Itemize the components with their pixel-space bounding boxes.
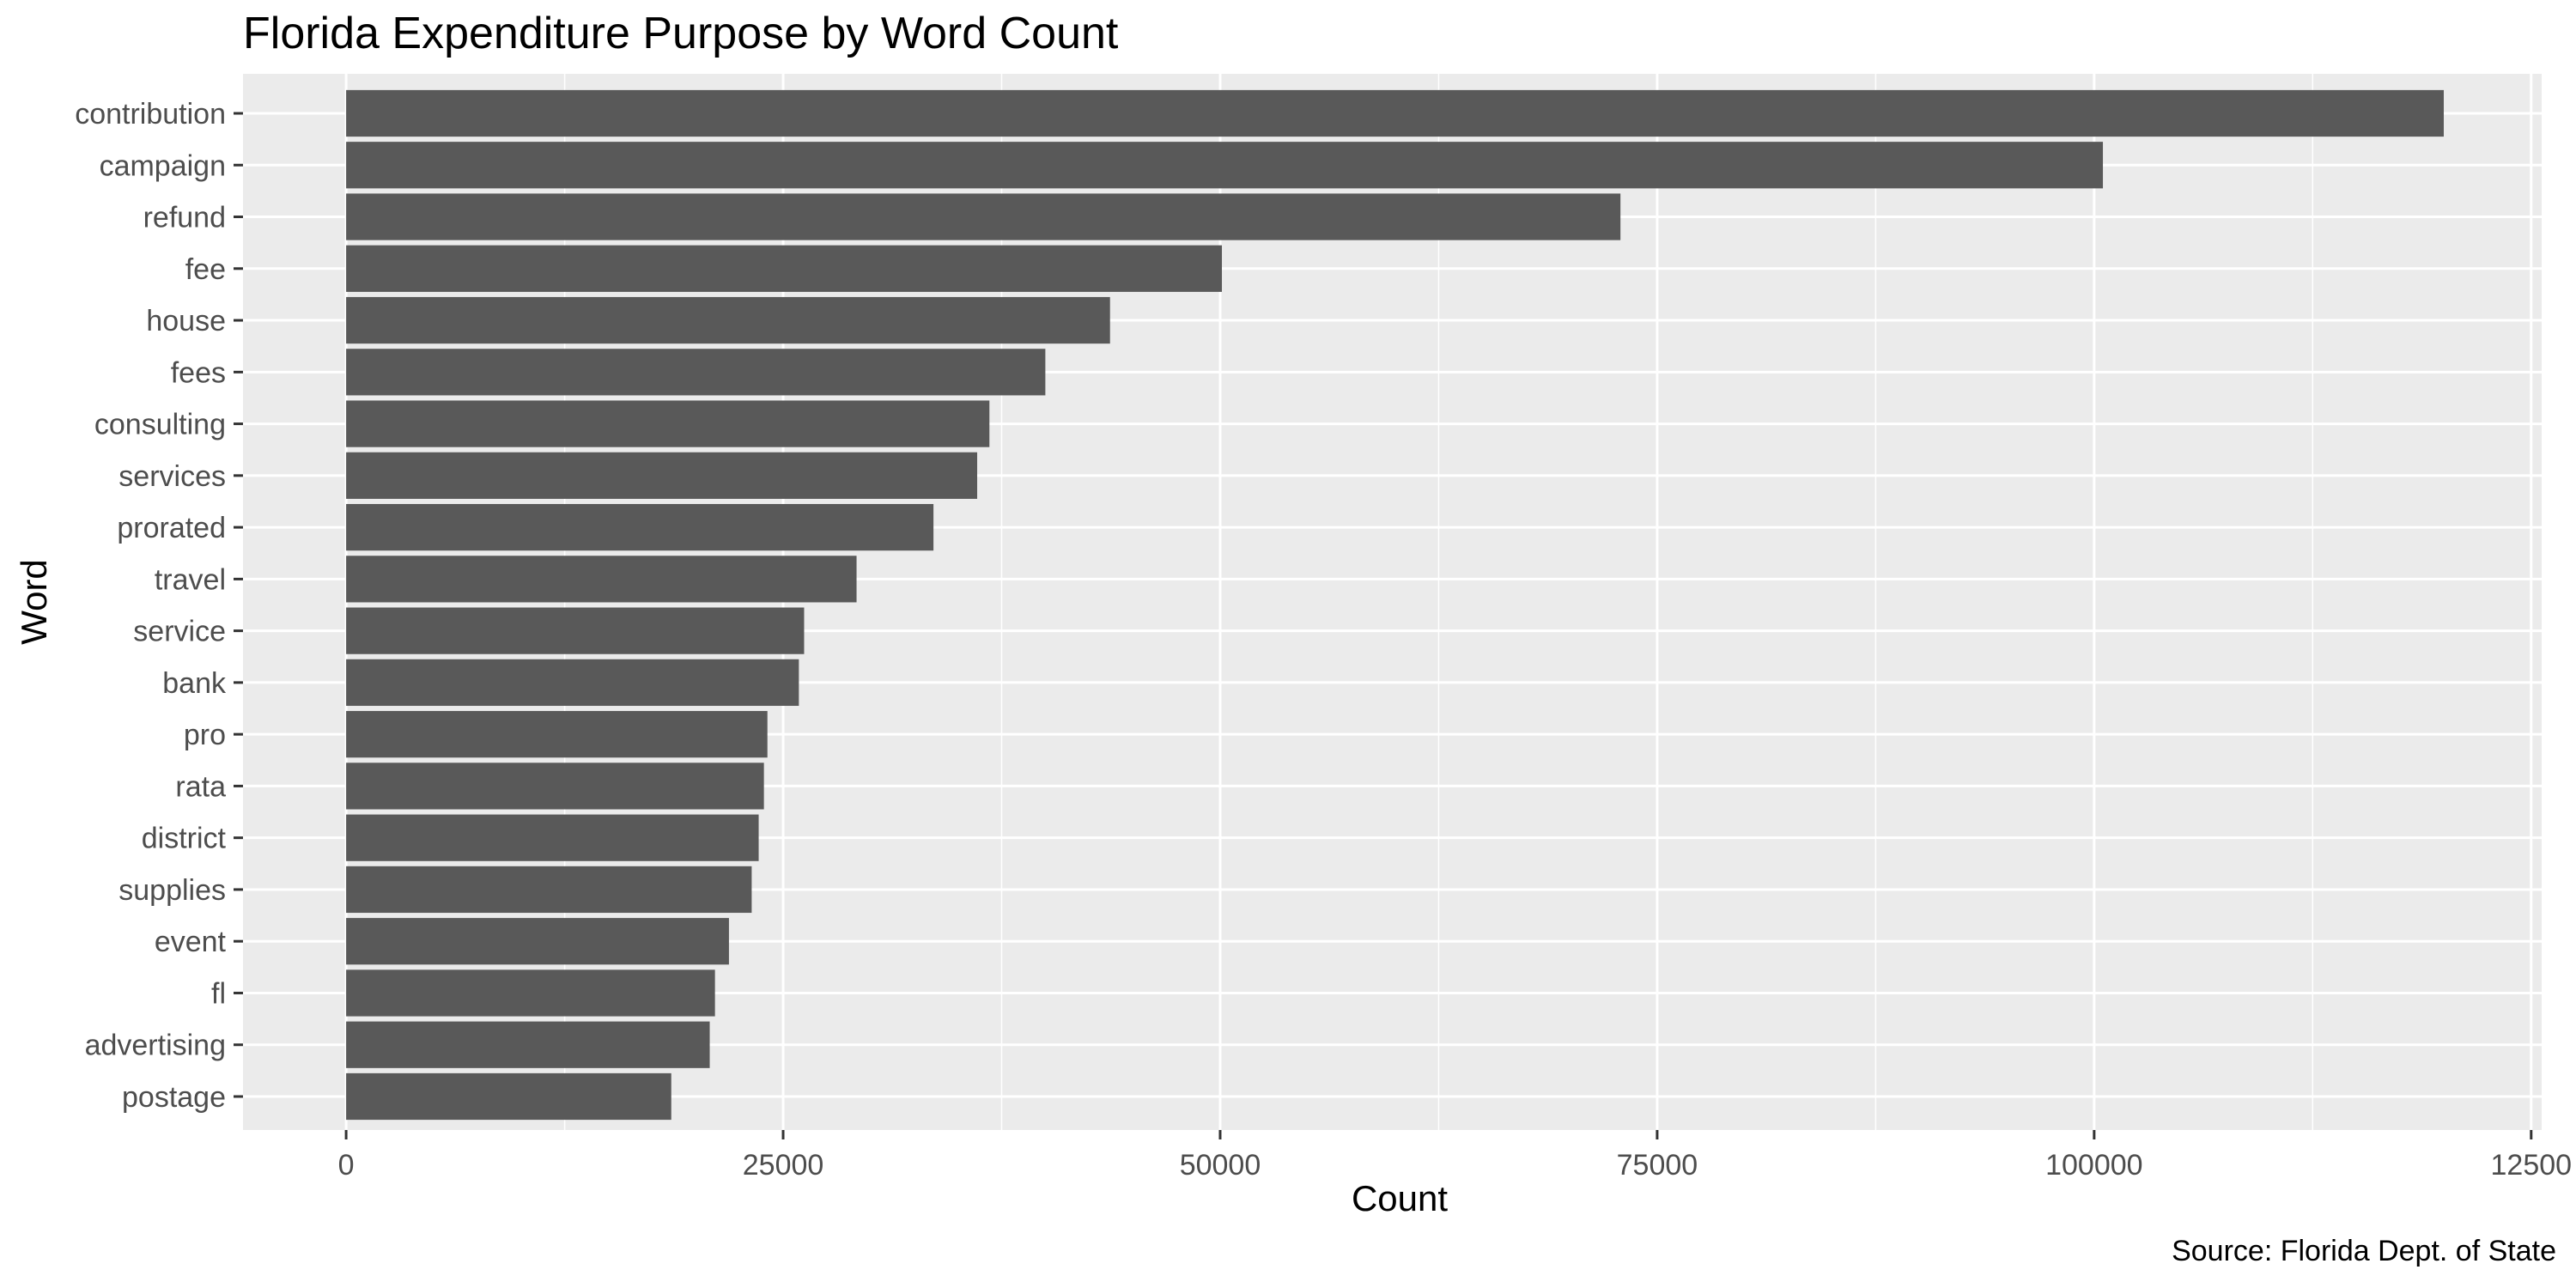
bar-house: [346, 296, 1110, 344]
bar-consulting: [346, 400, 990, 447]
y-tick-label-service: service: [133, 616, 226, 648]
bar-services: [346, 452, 978, 499]
bar-fees: [346, 349, 1046, 396]
bars: [346, 89, 2444, 1121]
bar-prorated: [346, 503, 934, 551]
y-tick-label-pro: pro: [184, 719, 226, 751]
bar-event: [346, 918, 729, 965]
y-tick-label-contribution: contribution: [75, 98, 226, 131]
bar-service: [346, 607, 805, 654]
bar-district: [346, 814, 759, 861]
chart-title: Florida Expenditure Purpose by Word Coun…: [243, 9, 1119, 58]
bar-refund: [346, 193, 1621, 240]
y-tick-label-fl: fl: [211, 977, 226, 1010]
y-tick-label-advertising: advertising: [85, 1030, 226, 1062]
y-tick-label-fee: fee: [185, 253, 226, 286]
y-axis: contribution campaign refund fee house fees co…: [75, 98, 243, 1114]
y-tick-label-prorated: prorated: [117, 512, 226, 544]
x-tick-label: 25000: [743, 1149, 824, 1182]
x-tick-label: 50000: [1180, 1149, 1261, 1182]
bar-advertising: [346, 1021, 710, 1068]
x-tick-label: 75000: [1617, 1149, 1698, 1182]
bar-supplies: [346, 866, 752, 914]
bar-travel: [346, 556, 857, 603]
y-tick-label-supplies: supplies: [118, 874, 226, 907]
x-axis-title: Count: [1352, 1178, 1448, 1218]
x-tick-label: 0: [338, 1149, 355, 1182]
bar-fee: [346, 245, 1223, 292]
y-axis-title: Word: [14, 559, 54, 645]
y-tick-label-consulting: consulting: [94, 409, 226, 441]
y-tick-label-district: district: [142, 823, 227, 855]
x-tick-label: 12500: [2491, 1149, 2573, 1182]
y-tick-label-rata: rata: [175, 770, 226, 803]
y-tick-label-campaign: campaign: [100, 149, 226, 182]
bar-postage: [346, 1072, 671, 1121]
bar-rata: [346, 762, 764, 810]
bar-bank: [346, 659, 799, 707]
y-tick-label-travel: travel: [155, 563, 226, 596]
y-tick-label-postage: postage: [122, 1081, 226, 1114]
y-tick-label-event: event: [155, 926, 227, 958]
bar-campaign: [346, 142, 2104, 189]
y-tick-label-house: house: [146, 305, 226, 337]
y-tick-label-bank: bank: [162, 667, 227, 700]
bar-pro: [346, 711, 768, 758]
y-tick-label-services: services: [118, 460, 226, 493]
x-tick-label: 100000: [2045, 1149, 2142, 1182]
x-axis: 0 25000 50000 75000 100000 12500: [338, 1130, 2572, 1182]
chart-caption: Source: Florida Dept. of State: [2172, 1235, 2556, 1267]
y-tick-label-fees: fees: [171, 356, 226, 389]
y-tick-label-refund: refund: [143, 202, 226, 234]
bar-fl: [346, 969, 715, 1017]
bar-contribution: [346, 89, 2444, 137]
major-gridlines: [243, 74, 2542, 1130]
